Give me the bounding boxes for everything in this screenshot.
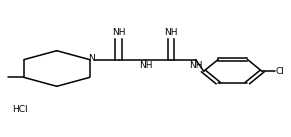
Text: NH: NH: [112, 28, 125, 37]
Text: Cl: Cl: [276, 67, 284, 76]
Text: NH: NH: [164, 28, 178, 37]
Text: N: N: [88, 54, 95, 63]
Text: NH: NH: [139, 61, 153, 70]
Text: HCl: HCl: [12, 105, 27, 114]
Text: NH: NH: [189, 61, 203, 70]
